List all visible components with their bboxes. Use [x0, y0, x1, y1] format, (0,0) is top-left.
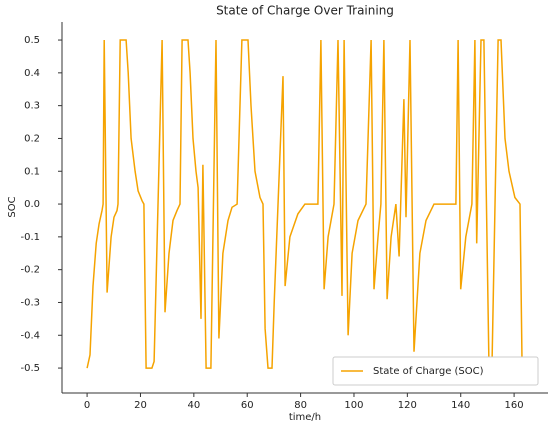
data-line — [86, 39, 523, 371]
x-tick-label: 60 — [241, 400, 254, 411]
y-tick-label: -0.2 — [20, 265, 40, 276]
y-axis-label: SOC — [7, 196, 18, 217]
x-axis-label: time/h — [289, 412, 321, 423]
y-tick-label: -0.5 — [20, 363, 40, 374]
x-tick-label: 140 — [451, 400, 470, 411]
y-tick-label: -0.4 — [20, 330, 40, 341]
y-tick-label: 0.5 — [24, 35, 40, 46]
x-tick-label: 20 — [134, 400, 147, 411]
x-tick-label: 80 — [294, 400, 307, 411]
y-tick-label: 0.0 — [24, 199, 40, 210]
chart-title: State of Charge Over Training — [216, 4, 394, 18]
x-tick-label: 160 — [505, 400, 524, 411]
y-tick-label: 0.3 — [24, 101, 40, 112]
legend-box — [332, 356, 539, 386]
x-tick-label: 100 — [344, 400, 363, 411]
x-tick-label: 0 — [84, 400, 90, 411]
y-tick-label: 0.2 — [24, 133, 40, 144]
x-tick-label: 120 — [398, 400, 417, 411]
y-tick-label: -0.3 — [20, 297, 40, 308]
y-tick-label: 0.1 — [24, 166, 40, 177]
legend-label: State of Charge (SOC) — [373, 366, 484, 377]
y-tick-label: -0.1 — [20, 232, 40, 243]
y-tick-label: 0.4 — [24, 68, 40, 79]
x-tick-label: 40 — [187, 400, 200, 411]
